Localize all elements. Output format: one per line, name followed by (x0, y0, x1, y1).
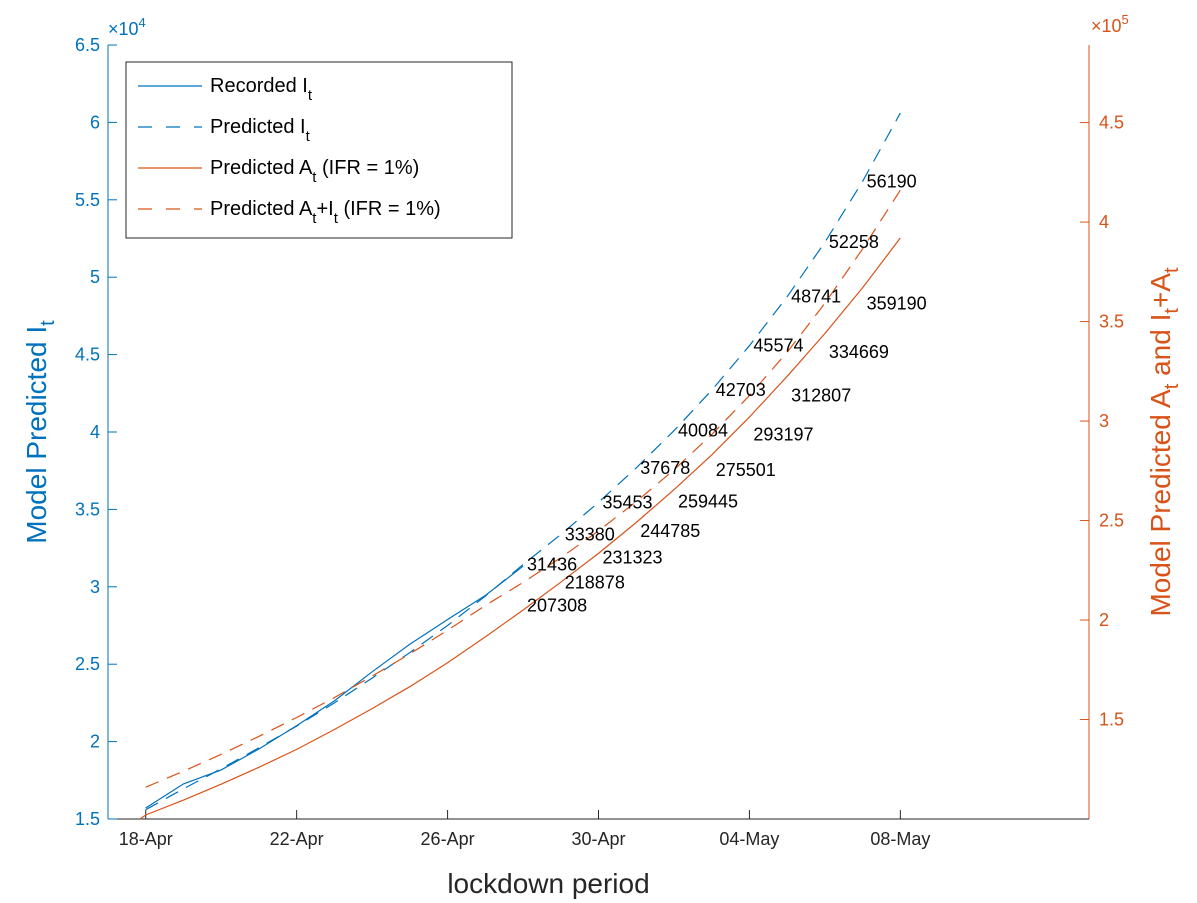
series-line-1 (145, 565, 524, 809)
data-label: 48741 (791, 287, 841, 307)
legend-label: Predicted It (210, 116, 311, 145)
series-line-2 (145, 112, 901, 811)
left-tick-label: 4.5 (75, 345, 100, 365)
data-label: 31436 (527, 555, 577, 575)
series-line-3 (139, 237, 901, 820)
x-tick-label: 04-May (719, 829, 779, 849)
legend: Recorded It Predicted It Predicted At (IFR… (125, 61, 513, 239)
data-label: 35453 (603, 492, 653, 512)
data-label: 312807 (791, 386, 851, 406)
data-label: 244785 (640, 521, 700, 541)
right-tick-label: 1.5 (1099, 710, 1124, 730)
legend-label: Recorded It (210, 75, 313, 104)
data-labels-group: 31436 33380 35453 37678 40084 42703 45574 48741… (527, 171, 927, 615)
left-tick-label: 6.5 (75, 35, 100, 55)
data-label: 33380 (565, 524, 615, 544)
legend-box (125, 61, 513, 239)
right-tick-label: 3.5 (1099, 312, 1124, 332)
data-label: 231323 (603, 548, 663, 568)
right-tick-label: 2 (1099, 610, 1109, 630)
x-tick-label: 30-Apr (571, 829, 625, 849)
right-axis-exponent: ×105 (1091, 12, 1129, 36)
left-tick-label: 5 (90, 267, 100, 287)
left-tick-label: 5.5 (75, 190, 100, 210)
x-tick-label: 08-May (870, 829, 930, 849)
right-tick-label: 2.5 (1099, 511, 1124, 531)
data-label: 56190 (867, 171, 917, 191)
data-label: 275501 (716, 460, 776, 480)
legend-label: Predicted At (IFR = 1%) (210, 157, 419, 186)
data-label: 259445 (678, 492, 738, 512)
series-group (139, 112, 901, 820)
right-tick-label: 3 (1099, 411, 1109, 431)
left-axis-title: Model Predicted It (21, 320, 59, 544)
right-axis-title: Model Predicted At and It+At (1145, 267, 1183, 616)
right-tick-label: 4 (1099, 212, 1109, 232)
left-tick-label: 3 (90, 577, 100, 597)
data-label: 218878 (565, 572, 625, 592)
left-axis-exponent: ×104 (108, 15, 146, 39)
x-tick-label: 22-Apr (270, 829, 324, 849)
data-label: 334669 (829, 342, 889, 362)
x-axis-title: lockdown period (447, 868, 649, 899)
left-tick-label: 2.5 (75, 654, 100, 674)
left-tick-label: 2 (90, 732, 100, 752)
left-tick-label: 4 (90, 422, 100, 442)
data-label: 45574 (753, 336, 803, 356)
x-tick-label: 18-Apr (119, 829, 173, 849)
data-label: 37678 (640, 458, 690, 478)
left-tick-label: 1.5 (75, 809, 100, 829)
x-tick-label: 26-Apr (421, 829, 475, 849)
data-label: 359190 (867, 293, 927, 313)
axes-group: 1.5 2 2.5 3 3.5 4 4.5 5 5.5 6 6.5 ×104 1.5 2 2.5 3 3.5 4 4… (21, 12, 1183, 899)
series-line-4 (145, 189, 901, 788)
left-tick-label: 3.5 (75, 499, 100, 519)
data-label: 40084 (678, 421, 728, 441)
right-tick-label: 4.5 (1099, 113, 1124, 133)
data-label: 42703 (716, 380, 766, 400)
data-label: 52258 (829, 232, 879, 252)
left-tick-label: 6 (90, 112, 100, 132)
data-label: 207308 (527, 595, 587, 615)
legend-label: Predicted At+It (IFR = 1%) (210, 198, 441, 227)
data-label: 293197 (753, 425, 813, 445)
